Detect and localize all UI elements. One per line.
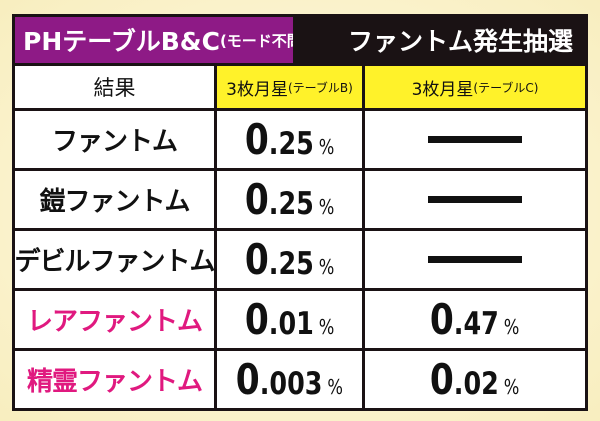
rate-value: 0.25%	[245, 115, 335, 164]
percent-sign: %	[318, 135, 335, 159]
table-title: PHテーブルB&C(モード不問)	[15, 17, 293, 63]
rate-value: 0.25%	[245, 235, 335, 284]
rate-int: 0	[244, 175, 269, 224]
header-b-sub: (テーブルB)	[287, 80, 353, 95]
rate-value: 0.01%	[245, 295, 335, 344]
row-label: 鎧ファントム	[15, 171, 214, 228]
rate-int: 0	[430, 355, 455, 404]
rate-dec: .47	[454, 306, 500, 342]
row-label: ファントム	[15, 111, 214, 168]
percent-sign: %	[318, 195, 335, 219]
percent-sign: %	[327, 375, 344, 399]
rate-table-b: 0.25%	[217, 231, 362, 288]
rate-table-b: 0.01%	[217, 291, 362, 348]
not-applicable-dash	[428, 256, 522, 263]
header-table-c: 3枚月星 (テーブルC)	[365, 66, 585, 108]
rate-table-b: 0.003%	[217, 351, 362, 408]
row-label: 精霊ファントム	[15, 351, 214, 408]
rate-value: 0.003%	[236, 355, 343, 404]
table-subtitle: ファントム発生抽選	[295, 17, 585, 63]
not-applicable-dash	[428, 136, 522, 143]
header-result: 結果	[15, 66, 214, 108]
row-label: レアファントム	[15, 291, 214, 348]
header-c-sub: (テーブルC)	[473, 80, 539, 95]
header-c-main: 3枚月星	[411, 79, 474, 100]
phantom-table: PHテーブルB&C(モード不問) ファントム発生抽選 結果 3枚月星(テーブルB…	[12, 14, 588, 411]
rate-dec: .25	[268, 186, 314, 222]
rate-int: 0	[430, 295, 455, 344]
rate-value: 0.25%	[245, 175, 335, 224]
row-label: デビルファントム	[15, 231, 214, 288]
percent-sign: %	[504, 375, 520, 399]
rate-dec: .25	[268, 126, 314, 162]
rate-dec: .25	[268, 246, 314, 282]
rate-int: 0	[244, 235, 269, 284]
rate-value: 0.47%	[430, 295, 520, 344]
rate-int: 0	[244, 295, 269, 344]
rate-table-c: 0.47%	[365, 291, 585, 348]
percent-sign: %	[504, 315, 520, 339]
rate-int: 0	[244, 115, 269, 164]
rate-dec: .02	[454, 366, 500, 402]
rate-table-c	[365, 171, 585, 228]
rate-dec: .01	[268, 306, 314, 342]
header-table-b: 3枚月星 (テーブルB)	[217, 66, 362, 108]
header-b-main: 3枚月星	[226, 79, 288, 100]
rate-int: 0	[235, 355, 260, 404]
rate-value: 0.02%	[430, 355, 520, 404]
percent-sign: %	[318, 255, 335, 279]
rate-dec: .003	[259, 366, 323, 402]
rate-table-b: 0.25%	[217, 111, 362, 168]
title-sub: (モード不問)	[219, 31, 293, 50]
not-applicable-dash	[428, 196, 522, 203]
rate-table-b: 0.25%	[217, 171, 362, 228]
rate-table-c	[365, 231, 585, 288]
rate-table-c	[365, 111, 585, 168]
title-main: PHテーブルB&C	[23, 27, 220, 56]
rate-table-c: 0.02%	[365, 351, 585, 408]
percent-sign: %	[318, 315, 335, 339]
